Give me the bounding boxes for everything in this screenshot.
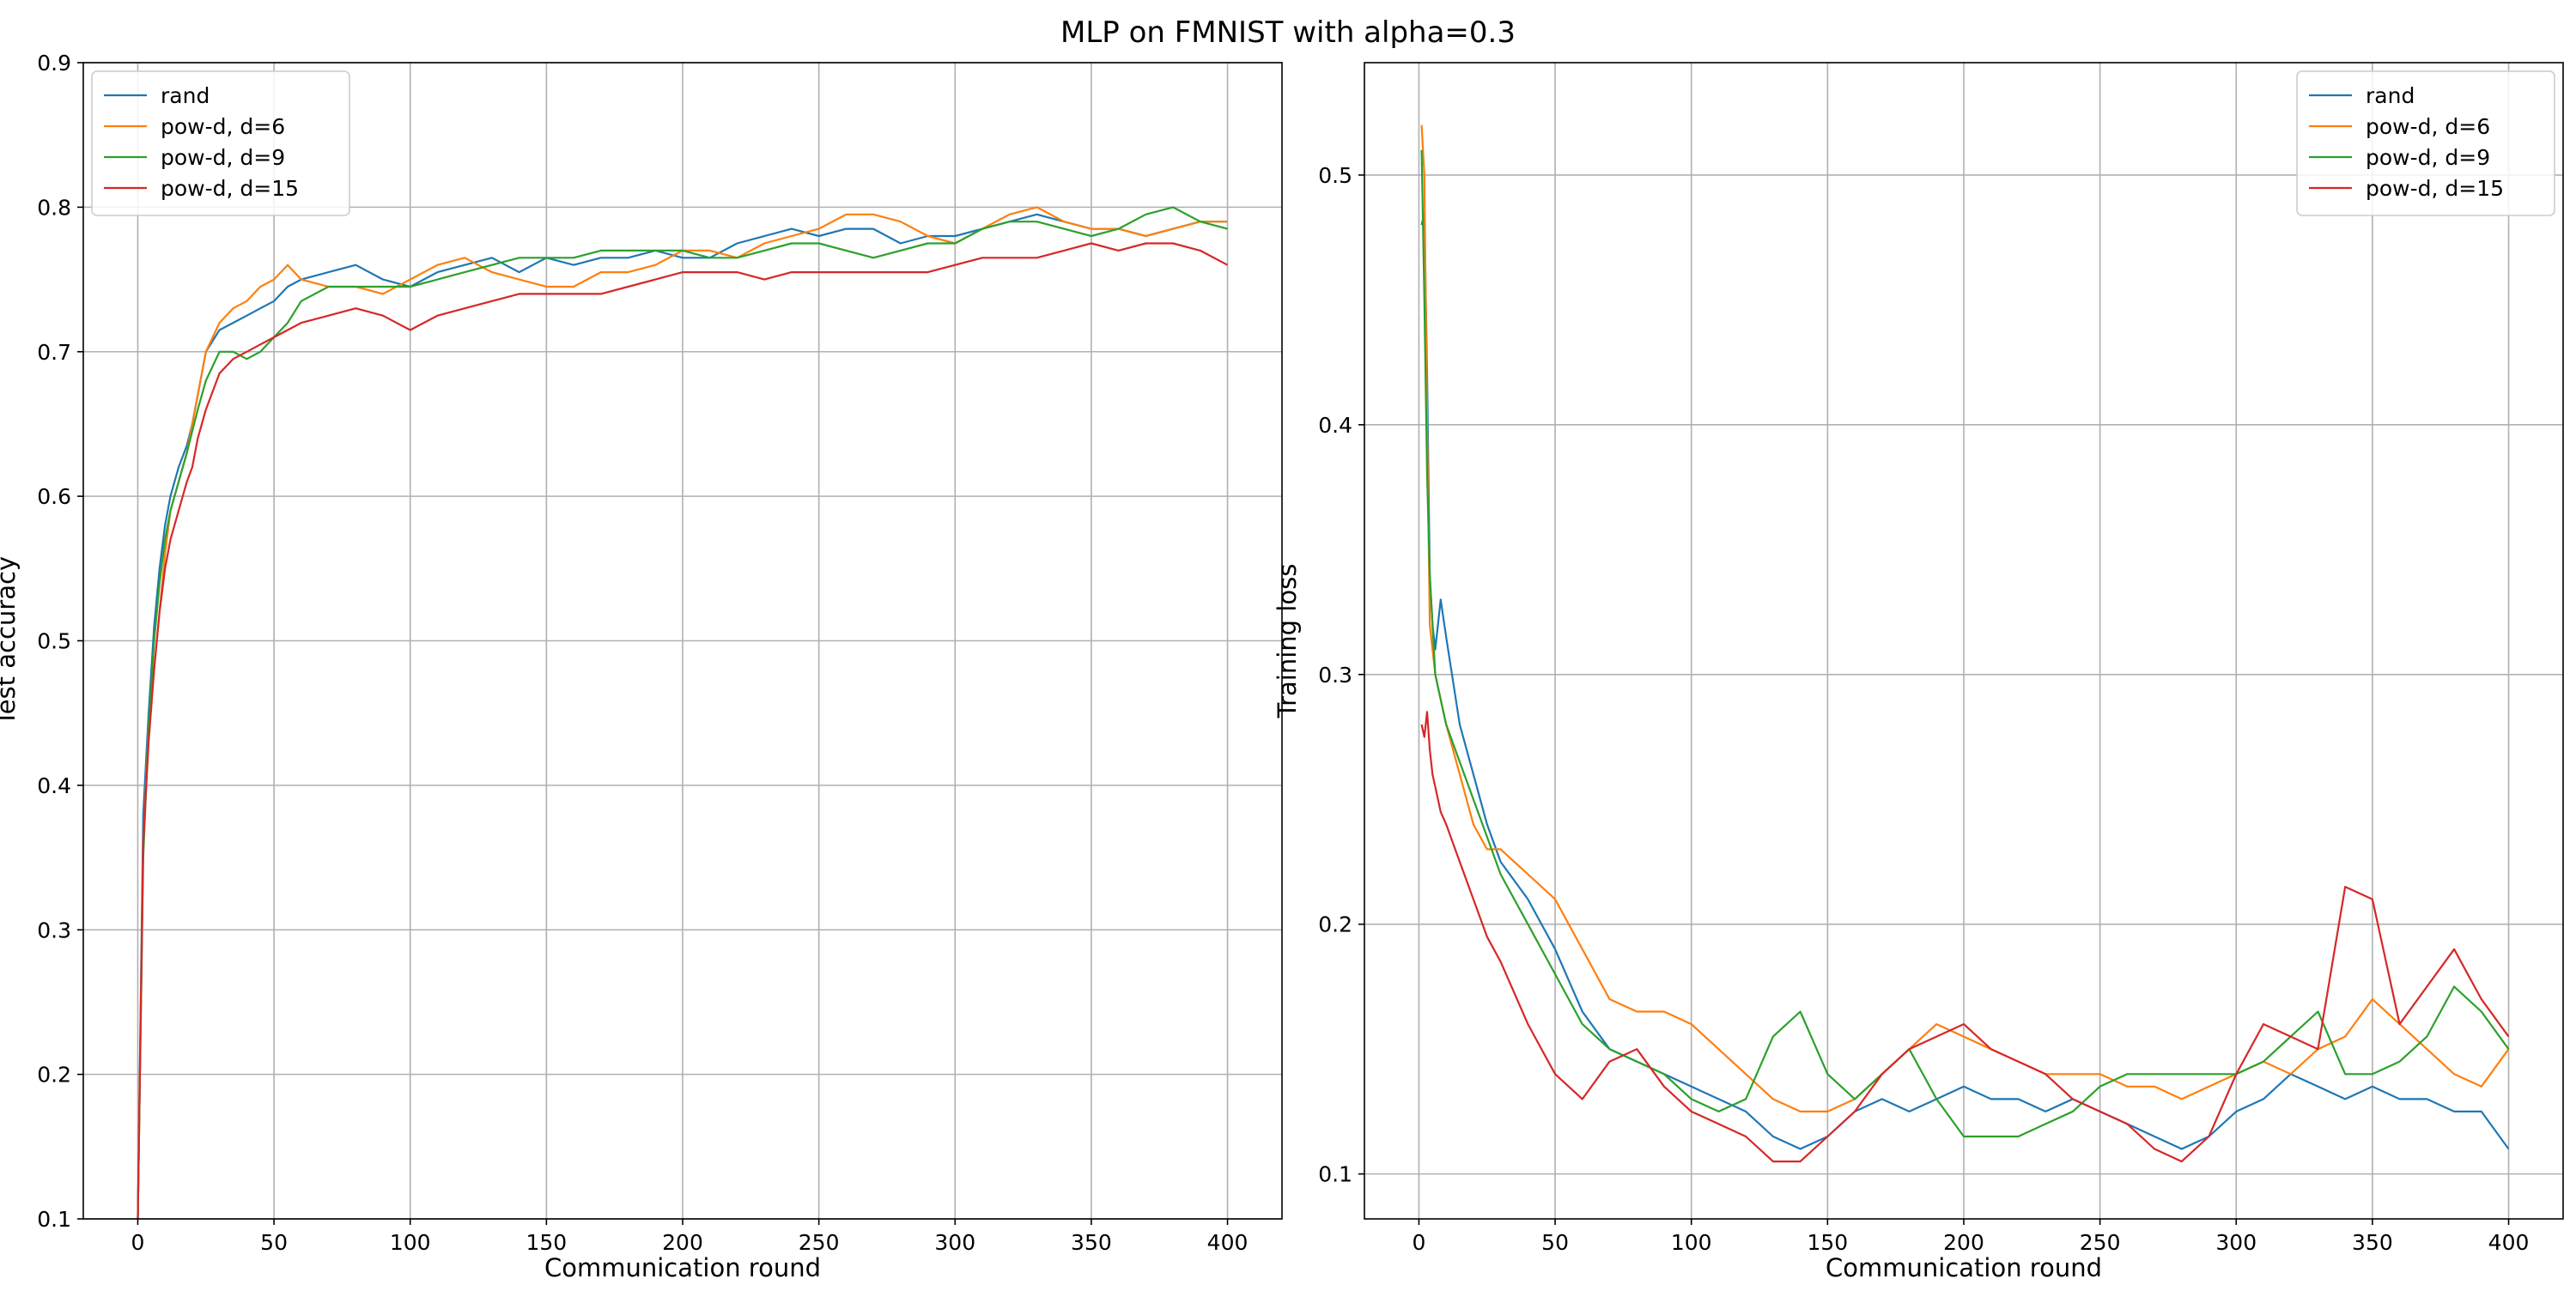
- legend: rand pow-d, d=6 pow-d, d=9 pow-d, d=15: [91, 70, 350, 216]
- legend-label: pow-d, d=6: [161, 114, 285, 139]
- series-line-1: [1420, 211, 2510, 1150]
- figure-title: MLP on FMNIST with alpha=0.3: [1060, 15, 1516, 50]
- chart-2: 0 50 100 150 200 250 300 350 400 0.1 0.2 0.3 0.4 0.5 C…: [1273, 62, 2564, 1282]
- y-tick-label: 0.5: [37, 629, 71, 654]
- legend-label: pow-d, d=15: [2366, 176, 2504, 201]
- series-line-3: [137, 206, 1228, 1219]
- legend: rand pow-d, d=6 pow-d, d=9 pow-d, d=15: [2296, 70, 2555, 216]
- y-tick-label: 0.8: [37, 195, 71, 220]
- legend-label: pow-d, d=9: [2366, 145, 2490, 170]
- x-tick-label: 50: [1541, 1230, 1569, 1255]
- legend-label: rand: [2366, 83, 2415, 108]
- x-axis-label: Communication round: [1826, 1253, 2102, 1282]
- y-tick-label: 0.9: [37, 51, 71, 76]
- x-tick-label: 250: [2080, 1230, 2121, 1255]
- series-line-2: [137, 206, 1228, 1219]
- x-tick-label: 0: [131, 1230, 145, 1255]
- legend-label: rand: [161, 83, 210, 108]
- y-tick-label: 0.4: [1318, 413, 1352, 438]
- x-tick-label: 400: [2488, 1230, 2530, 1255]
- y-tick-label: 0.5: [1318, 163, 1352, 188]
- legend-box: [2296, 70, 2555, 216]
- y-tick-label: 0.1: [1318, 1162, 1352, 1187]
- x-tick-label: 250: [799, 1230, 840, 1255]
- y-axis-label: Test accuracy: [0, 556, 21, 726]
- series-group: [1420, 124, 2510, 1163]
- y-tick-label: 0.4: [37, 773, 71, 798]
- y-tick-label: 0.7: [37, 340, 71, 365]
- legend-label: pow-d, d=15: [161, 176, 299, 201]
- y-tick-label: 0.6: [37, 484, 71, 509]
- legend-box: [91, 70, 350, 216]
- x-tick-label: 100: [390, 1230, 431, 1255]
- series-line-4: [1420, 711, 2510, 1163]
- x-tick-label: 200: [662, 1230, 703, 1255]
- x-tick-label: 350: [2352, 1230, 2393, 1255]
- x-tick-label: 50: [260, 1230, 288, 1255]
- y-tick-label: 0.2: [1318, 912, 1352, 937]
- y-tick-label: 0.2: [37, 1063, 71, 1088]
- x-axis-label: Communication round: [544, 1253, 821, 1282]
- y-axis-label: Training loss: [1273, 564, 1302, 719]
- x-tick-label: 0: [1413, 1230, 1426, 1255]
- series-line-4: [137, 242, 1229, 1219]
- series-group: [137, 206, 1229, 1219]
- series-line-3: [1420, 149, 2510, 1138]
- x-tick-label: 150: [526, 1230, 568, 1255]
- x-tick-label: 100: [1671, 1230, 1712, 1255]
- x-tick-label: 200: [1943, 1230, 1984, 1255]
- x-tick-label: 400: [1207, 1230, 1249, 1255]
- x-tick-label: 300: [934, 1230, 975, 1255]
- x-tick-label: 150: [1807, 1230, 1849, 1255]
- x-tick-label: 300: [2215, 1230, 2257, 1255]
- y-tick-label: 0.3: [37, 918, 71, 942]
- y-tick-label: 0.1: [37, 1207, 71, 1232]
- y-tick-label: 0.3: [1318, 663, 1352, 688]
- legend-label: pow-d, d=9: [161, 145, 285, 170]
- series-line-2: [1420, 124, 2510, 1113]
- x-tick-label: 350: [1071, 1230, 1112, 1255]
- chart-1: 0 50 100 150 200 250 300 350 400 0.1 0.2 0.3 0.4 0.5 0…: [0, 51, 1283, 1282]
- legend-label: pow-d, d=6: [2366, 114, 2490, 139]
